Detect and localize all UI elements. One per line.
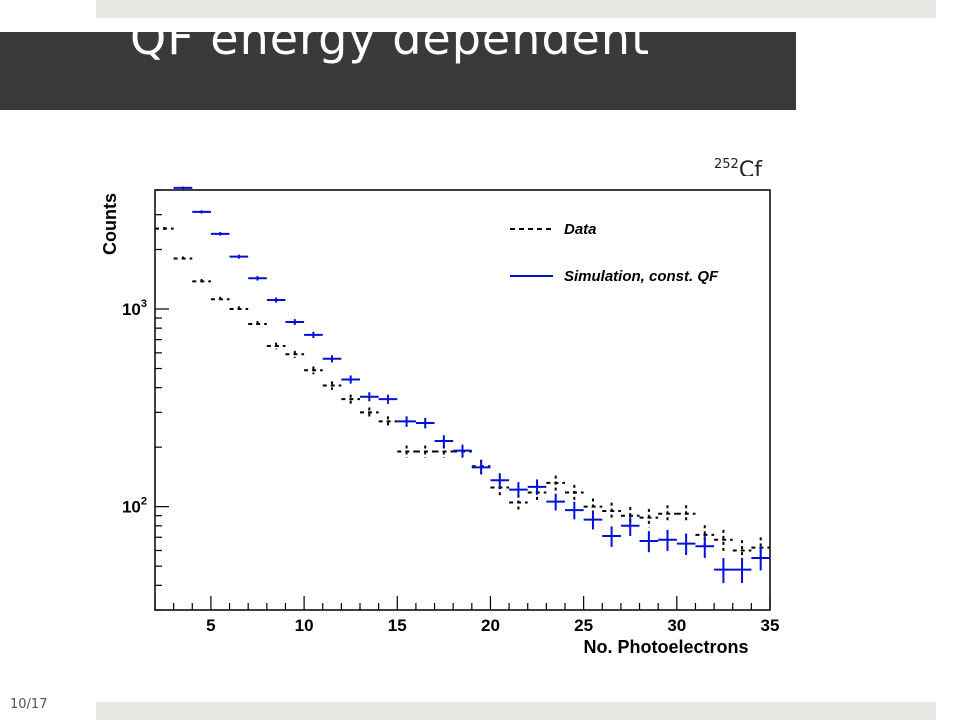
x-tick-label: 15 <box>388 616 407 635</box>
legend-label: Simulation, const. QF <box>564 268 719 285</box>
simulation-point <box>434 435 454 448</box>
data-point <box>658 505 677 524</box>
data-point <box>248 321 267 327</box>
simulation-point <box>509 482 528 498</box>
simulation-point <box>490 473 510 488</box>
title-bar: QF energy dependent <box>0 32 796 110</box>
series-simulation <box>173 186 770 584</box>
y-tick-label: 102 <box>122 496 147 517</box>
simulation-point <box>397 416 416 427</box>
simulation-point <box>676 533 696 555</box>
simulation-point <box>173 186 193 190</box>
simulation-point <box>192 210 211 214</box>
simulation-point <box>341 375 360 384</box>
simulation-point <box>527 479 547 495</box>
data-point <box>210 296 230 302</box>
x-tick-label: 35 <box>761 616 780 635</box>
bottom-strip <box>96 702 936 720</box>
x-tick-label: 10 <box>295 616 314 635</box>
series-layer <box>155 186 770 584</box>
data-point <box>620 507 640 526</box>
data-point <box>285 350 305 358</box>
simulation-point <box>229 254 249 259</box>
simulation-point <box>322 355 342 363</box>
x-axis-label: No. Photoelectrons <box>583 637 748 657</box>
x-tick-label: 20 <box>481 616 500 635</box>
data-point <box>565 484 584 501</box>
x-tick-label: 30 <box>667 616 686 635</box>
slide-title: QF energy dependent <box>130 32 651 65</box>
y-tick-label: 103 <box>122 298 147 319</box>
simulation-point <box>210 232 230 236</box>
data-point <box>360 407 379 418</box>
simulation-point <box>658 529 677 551</box>
y-axis-label: Counts <box>100 193 120 255</box>
data-point <box>676 505 696 524</box>
slide-number: 10/17 <box>10 697 48 712</box>
data-point <box>229 306 249 312</box>
simulation-point <box>360 392 379 402</box>
data-point <box>173 256 193 261</box>
simulation-point <box>248 276 267 281</box>
top-strip <box>96 0 936 18</box>
simulation-point <box>304 331 323 339</box>
isotope-mass-number: 252 <box>714 157 739 172</box>
data-point <box>602 502 621 521</box>
plot-frame: 5 10 15 20 25 30 35 102 103 Data Simulation, cons… <box>96 176 780 660</box>
x-tick-label: 25 <box>574 616 593 635</box>
data-point <box>434 445 454 459</box>
data-point <box>341 394 360 404</box>
y-tick-exponent: 3 <box>141 298 147 310</box>
simulation-point <box>266 297 286 303</box>
simulation-point <box>285 319 305 325</box>
simulation-point <box>620 516 640 536</box>
simulation-point <box>471 460 491 475</box>
legend-label: Data <box>564 221 597 238</box>
data-point <box>695 525 715 546</box>
simulation-point <box>639 531 659 553</box>
data-point <box>304 366 323 375</box>
simulation-point <box>732 558 752 584</box>
simulation-point <box>583 510 603 530</box>
plot-border <box>154 189 771 611</box>
y-tick-base: 10 <box>122 498 141 517</box>
simulation-point <box>695 536 715 558</box>
data-point <box>546 475 565 491</box>
simulation-point <box>546 493 565 511</box>
data-point <box>639 508 659 528</box>
data-point <box>397 445 416 459</box>
simulation-point <box>453 444 472 458</box>
data-point <box>266 342 286 350</box>
data-point <box>714 529 733 551</box>
data-point <box>192 279 211 284</box>
x-tick-label: 5 <box>206 616 215 635</box>
y-tick-base: 10 <box>122 300 141 319</box>
data-point <box>415 445 435 459</box>
y-tick-exponent: 2 <box>141 496 147 508</box>
data-point <box>155 226 174 231</box>
simulation-point <box>378 394 398 404</box>
simulation-point <box>751 547 770 571</box>
simulation-point <box>602 526 621 547</box>
simulation-point <box>415 417 435 429</box>
simulation-point <box>714 558 733 584</box>
data-point <box>378 416 398 427</box>
legend: Data Simulation, const. QF <box>510 221 719 285</box>
data-point <box>322 381 342 390</box>
simulation-point <box>565 501 584 520</box>
